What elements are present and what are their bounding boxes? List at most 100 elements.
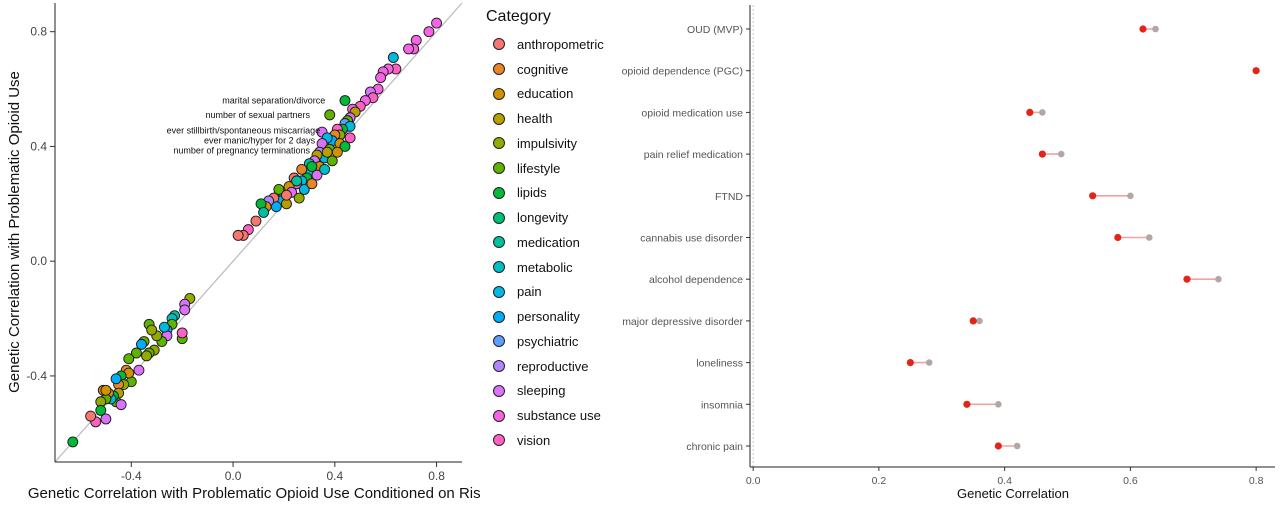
scatter-point	[176, 327, 188, 339]
scatter-point	[344, 132, 356, 144]
scatter-y-tick-label: 0.8	[30, 25, 47, 39]
scatter-point	[387, 52, 399, 63]
legend-item: vision	[484, 428, 614, 453]
dumbbell-point-conditioned	[1026, 108, 1034, 116]
legend-item: personality	[484, 304, 614, 329]
scatter-point	[375, 72, 387, 84]
legend-swatch	[493, 112, 505, 125]
dumbbell-point-conditioned	[1183, 275, 1191, 283]
scatter-point	[431, 17, 443, 29]
scatter-point	[130, 347, 142, 359]
scatter-point	[306, 161, 318, 172]
scatter-point	[95, 404, 107, 416]
legend-item: metabolic	[484, 255, 614, 280]
dumbbell-point-conditioned	[1089, 192, 1097, 200]
dumbbell-point-unconditioned	[995, 401, 1002, 408]
legend-item: education	[484, 82, 614, 107]
dumbbell-category-label: FTND	[715, 191, 743, 203]
legend-item: longevity	[484, 205, 614, 230]
scatter-point	[100, 384, 112, 396]
scatter-point	[324, 109, 336, 121]
legend-item: lipids	[484, 181, 614, 206]
scatter-point	[298, 184, 310, 195]
scatter-y-tick-label: 0.4	[30, 139, 47, 153]
dumbbell-point-conditioned	[1114, 233, 1122, 242]
dumbbell-x-tick-label: 0.6	[1123, 475, 1138, 487]
scatter-point	[331, 146, 343, 158]
scatter-point	[146, 324, 158, 336]
legend-label: impulsivity	[517, 135, 577, 151]
scatter-y-tick-label: 0.0	[30, 254, 47, 268]
scatter-point	[291, 175, 303, 187]
dumbbell-category-label: cannabis use disorder	[640, 233, 743, 245]
dumbbell-category-label: OUD (MVP)	[687, 24, 743, 36]
scatter-point	[110, 373, 122, 385]
dumbbell-category-label: alcohol dependence	[649, 274, 743, 286]
legend-item: reproductive	[484, 354, 614, 379]
legend-item: anthropometric	[484, 32, 614, 57]
legend-swatch	[493, 162, 505, 175]
legend-swatch	[493, 335, 505, 348]
dumbbell-category-label: opioid medication use	[641, 107, 743, 119]
legend-item: medication	[484, 230, 614, 255]
legend-swatch	[493, 409, 505, 422]
legend-label: education	[517, 86, 574, 102]
scatter-y-tick-label: -0.4	[26, 369, 47, 383]
legend-label: vision	[517, 432, 551, 448]
dumbbell-category-label: opioid dependence (PGC)	[622, 66, 743, 78]
legend-swatch	[493, 87, 505, 100]
dumbbell-point-conditioned	[994, 442, 1002, 450]
dumbbell-point-unconditioned	[1057, 150, 1065, 158]
dumbbell-point-unconditioned	[976, 317, 983, 325]
scatter-annotation: ever stillbirth/spontaneous miscarriage	[167, 126, 321, 136]
legend-swatch	[493, 137, 505, 150]
scatter-point	[326, 155, 338, 167]
dumbbell-point-conditioned	[1252, 67, 1260, 75]
dumbbell-point-unconditioned	[1145, 234, 1153, 241]
scatter-point	[339, 95, 351, 106]
legend-swatch	[493, 186, 505, 199]
dumbbell-point-unconditioned	[925, 359, 933, 366]
dumbbell-point-conditioned	[969, 317, 977, 325]
legend-label: anthropometric	[517, 36, 604, 52]
legend-label: longevity	[517, 210, 569, 226]
scatter-point	[321, 146, 333, 158]
dumbbell-point-unconditioned	[1152, 25, 1159, 33]
legend-item: sleeping	[484, 379, 614, 404]
legend-swatch	[493, 384, 505, 397]
legend-swatch	[493, 261, 505, 274]
dumbbell-x-axis-label: Genetic Correlation	[957, 486, 1069, 501]
legend-item: impulsivity	[484, 131, 614, 156]
dumbbell-category-label: insomnia	[701, 399, 743, 411]
scatter-point	[250, 215, 262, 227]
scatter-point	[296, 163, 308, 175]
legend-item: psychiatric	[484, 329, 614, 354]
scatter-point	[306, 178, 318, 190]
dumbbell-category-label: loneliness	[696, 358, 743, 370]
scatter-point	[115, 399, 127, 411]
legend-label: pain	[517, 284, 542, 300]
dumbbell-chart: OUD (MVP) opioid dependence (PGC) opioid m…	[622, 5, 1275, 501]
legend-title: Category	[486, 8, 551, 25]
legend-label: medication	[517, 234, 580, 250]
scatter-annotation: number of pregnancy terminations	[173, 146, 310, 156]
scatter-y-axis-label: Genetic Correlation with Problematic Opi…	[6, 71, 23, 393]
dumbbell-x-tick-label: 0.4	[997, 475, 1012, 487]
scatter-point	[179, 304, 191, 316]
scatter-point	[273, 184, 285, 195]
dumbbell-point-unconditioned	[1127, 192, 1134, 200]
scatter-point	[319, 163, 331, 175]
scatter-point	[100, 413, 112, 425]
scatter-annotation: marital separation/divorce	[222, 96, 325, 106]
scatter-chart: -0.4 0.0 0.4 0.8 -0.4 0.0 0.4 0.8 marital separ…	[6, 2, 480, 502]
dumbbell-x-tick-label: 0.8	[1249, 475, 1264, 487]
dumbbell-point-conditioned	[1038, 150, 1046, 158]
scatter-x-tick-label: 0.8	[428, 469, 445, 483]
legend-label: cognitive	[517, 61, 569, 77]
scatter-point	[67, 436, 79, 448]
category-legend: Category anthropometric cognitive educatio…	[484, 8, 614, 453]
scatter-point	[158, 321, 170, 333]
scatter-point	[339, 140, 351, 152]
legend-item: substance use	[484, 403, 614, 428]
legend-swatch	[493, 285, 505, 298]
